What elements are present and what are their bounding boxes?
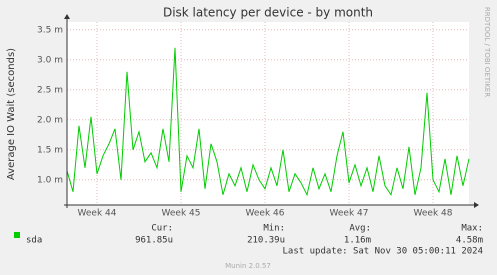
x-tick-label: Week 46 [246, 209, 285, 219]
x-tick-label: Week 45 [162, 209, 201, 219]
y-tick-label: 1.5 m [37, 145, 63, 155]
y-tick-label: 2.5 m [37, 85, 63, 95]
y-tick-label: 3.0 m [37, 55, 63, 65]
watermark: RRDTOOL / TOBI OETIKER [483, 7, 491, 97]
x-tick-label: Week 48 [414, 209, 453, 219]
last-update: Last update: Sat Nov 30 05:00:11 2024 [283, 247, 483, 257]
y-axis-label: Average IO Wait (seconds) [6, 48, 17, 180]
stat-header: Avg: [349, 224, 371, 234]
y-tick-label: 2.0 m [37, 115, 63, 125]
x-tick-label: Week 47 [330, 209, 369, 219]
plot-area [67, 22, 469, 205]
stat-value: 210.39u [247, 236, 285, 246]
stat-header: Max: [461, 224, 483, 234]
legend-label: sda [26, 236, 42, 246]
axis-arrow [64, 14, 70, 19]
stat-value: 1.16m [344, 236, 371, 246]
y-tick-label: 1.0 m [37, 175, 63, 185]
data-line [66, 47, 470, 197]
y-tick-label: 3.5 m [37, 25, 63, 35]
x-tick-label: Week 44 [78, 209, 117, 219]
stat-value: 961.85u [135, 236, 173, 246]
chart-title: Disk latency per device - by month [163, 6, 373, 20]
stat-header: Cur: [151, 224, 173, 234]
legend-swatch [14, 232, 20, 238]
stat-header: Min: [263, 224, 285, 234]
footer: Munin 2.0.57 [225, 262, 271, 270]
axis-arrow [474, 202, 479, 208]
stat-value: 4.58m [456, 236, 483, 246]
